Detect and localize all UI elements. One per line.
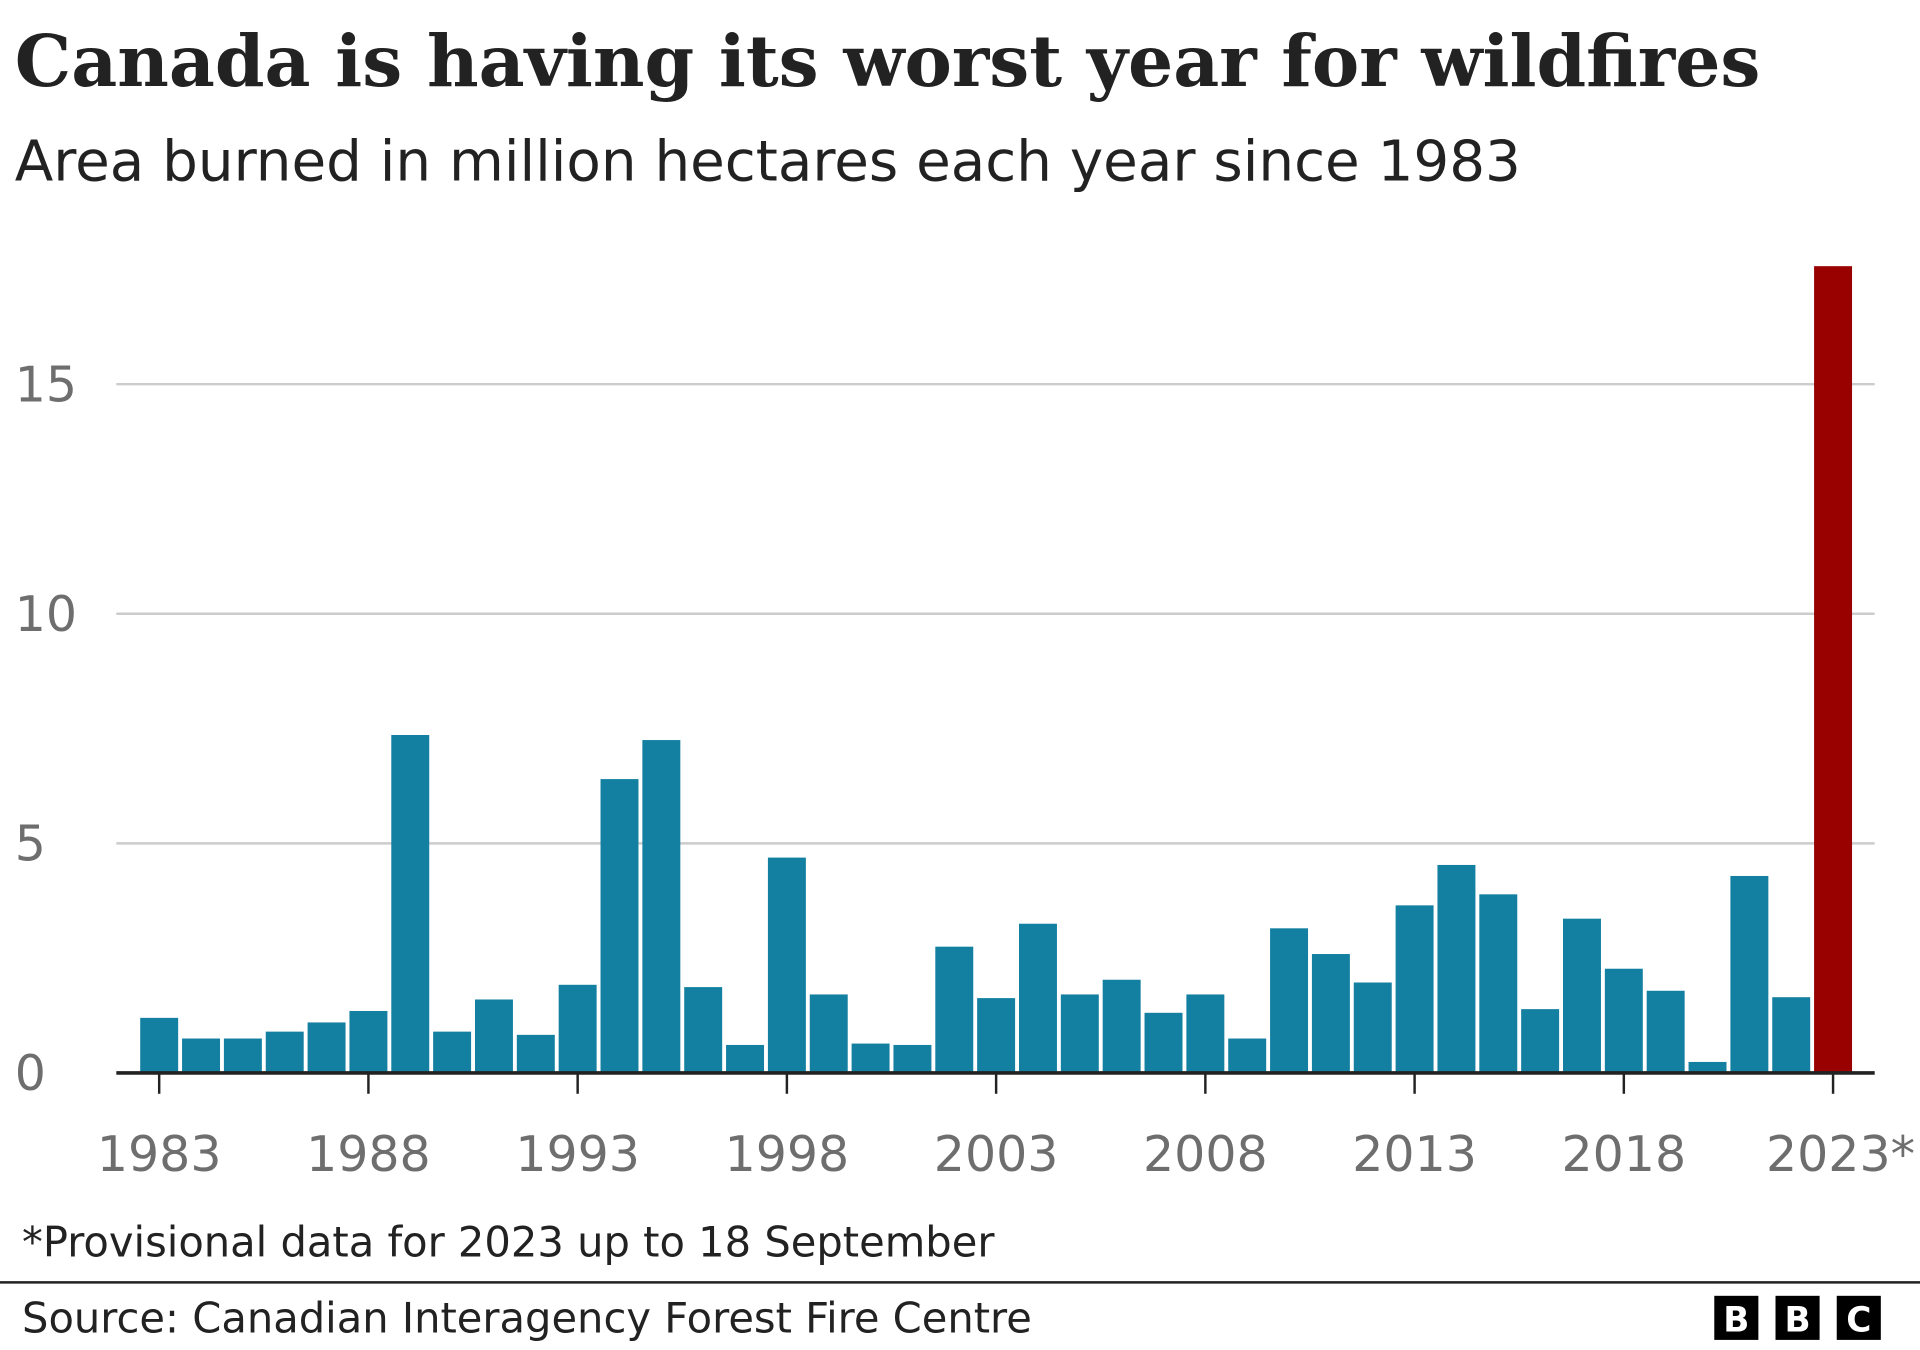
x-tick-label: 1998	[725, 1126, 850, 1183]
bar-1991	[474, 999, 513, 1073]
bar-2020	[1688, 1061, 1727, 1073]
chart-subtitle: Area burned in million hectares each yea…	[15, 129, 1521, 194]
svg-text:B: B	[1784, 1300, 1810, 1340]
bar-2009	[1228, 1038, 1267, 1073]
bar-2003	[977, 998, 1016, 1073]
gridlines	[116, 382, 1875, 845]
bar-1985	[223, 1038, 262, 1073]
source-text: Source: Canadian Interagency Forest Fire…	[22, 1294, 1032, 1343]
chart-title: Canada is having its worst year for wild…	[15, 19, 1761, 103]
x-tick-label: 1988	[306, 1126, 431, 1183]
y-tick-label: 5	[15, 816, 46, 873]
bar-2002	[935, 946, 974, 1073]
y-tick-label: 0	[15, 1045, 46, 1102]
footnote: *Provisional data for 2023 up to 18 Sept…	[22, 1218, 995, 1267]
bar-2023	[1814, 266, 1853, 1073]
x-tick-label: 2023*	[1766, 1126, 1915, 1183]
y-axis-ticks: 0 5 10 15	[15, 356, 77, 1102]
bar-2014	[1437, 864, 1476, 1073]
bar-2007	[1144, 1012, 1183, 1073]
bar-1997	[726, 1044, 765, 1073]
bar-1988	[349, 1010, 388, 1073]
svg-text:B: B	[1723, 1300, 1749, 1340]
bars	[140, 266, 1853, 1073]
bar-1996	[684, 987, 723, 1073]
bar-2012	[1353, 982, 1392, 1073]
bar-1998	[767, 857, 806, 1073]
bar-1999	[809, 994, 848, 1073]
bar-2011	[1311, 954, 1350, 1073]
bar-2000	[851, 1043, 890, 1073]
bar-2016	[1521, 1009, 1560, 1073]
bar-2019	[1646, 990, 1685, 1073]
bar-2005	[1060, 994, 1099, 1073]
bar-2015	[1479, 894, 1518, 1073]
bar-1990	[433, 1031, 472, 1073]
bar-2010	[1270, 928, 1309, 1073]
bar-2004	[1018, 923, 1057, 1073]
bar-1986	[265, 1031, 304, 1073]
bar-2013	[1395, 905, 1434, 1073]
bar-1994	[600, 779, 639, 1073]
x-tick-label: 1983	[97, 1126, 222, 1183]
bar-1995	[642, 740, 681, 1073]
y-tick-label: 15	[15, 356, 77, 413]
bar-2008	[1186, 994, 1225, 1073]
bar-1983	[140, 1017, 179, 1073]
bar-2022	[1772, 997, 1811, 1073]
bar-1987	[307, 1022, 346, 1073]
x-tick-label: 2008	[1143, 1126, 1268, 1183]
bar-1984	[182, 1038, 221, 1073]
x-tick-label: 2013	[1352, 1126, 1477, 1183]
y-tick-label: 10	[15, 586, 77, 643]
x-axis-ticks: 1983 1988 1993 1998 2003 2008 2013 2018 2023*	[97, 1072, 1915, 1183]
bar-1989	[391, 735, 430, 1073]
bar-1992	[516, 1034, 555, 1073]
x-tick-label: 2003	[934, 1126, 1059, 1183]
bar-2021	[1730, 875, 1769, 1073]
bar-1993	[558, 984, 597, 1073]
bbc-logo: B B C	[1714, 1295, 1881, 1340]
bar-2001	[893, 1044, 932, 1073]
bar-2017	[1563, 918, 1601, 1073]
bar-2018	[1604, 968, 1643, 1073]
x-tick-label: 2018	[1562, 1126, 1687, 1183]
bar-2006	[1102, 979, 1141, 1073]
svg-text:C: C	[1846, 1300, 1871, 1340]
x-tick-label: 1993	[515, 1126, 640, 1183]
